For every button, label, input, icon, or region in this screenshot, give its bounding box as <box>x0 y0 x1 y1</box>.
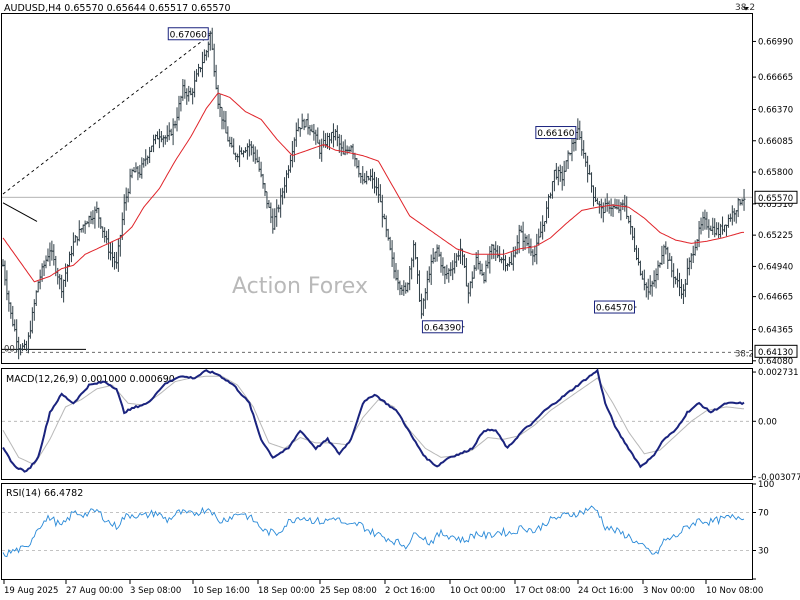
svg-text:0.67060: 0.67060 <box>170 30 207 40</box>
price-bars <box>1 27 746 360</box>
macd-tick-label: -0.003077 <box>758 473 800 483</box>
time-tick-label: 24 Oct 16:00 <box>578 586 633 596</box>
time-tick-label: 17 Oct 08:00 <box>515 586 570 596</box>
price-tick-label: 0.65800 <box>758 168 793 178</box>
panel-collapse-icon[interactable] <box>743 7 749 11</box>
fib-bottom-label: 38.2 <box>735 349 754 359</box>
svg-text:0.65570: 0.65570 <box>758 194 793 204</box>
price-tick-label: 0.64365 <box>758 326 793 336</box>
macd-tick-label: 0.002731 <box>758 368 799 378</box>
trend-line-short <box>2 202 38 222</box>
price-annotation: 0.64570 <box>594 300 637 314</box>
price-annotation: 0.66160 <box>535 126 578 140</box>
svg-text:0.64130: 0.64130 <box>758 348 793 358</box>
rsi-tick-label: 70 <box>758 509 769 519</box>
price-tick-label: 0.66990 <box>758 37 793 47</box>
time-tick-label: 27 Aug 00:00 <box>66 586 123 596</box>
fib-price-tag: 0.64130 <box>754 344 798 358</box>
svg-text:0.66160: 0.66160 <box>537 129 574 139</box>
rsi-title: RSI(14) 66.4782 <box>6 488 83 499</box>
price-annotation: 0.67060 <box>167 27 211 40</box>
macd-tick-label: 0.00 <box>758 417 777 427</box>
rsi-tick-label: 30 <box>758 547 769 557</box>
rsi-tick-label: 100 <box>758 480 774 490</box>
time-tick-label: 10 Sep 16:00 <box>193 586 250 596</box>
price-tick-label: 0.64940 <box>758 262 793 272</box>
time-axis: 19 Aug 2025 27 Aug 00:00 3 Sep 08:00 10 Sep… <box>3 580 763 596</box>
time-tick-label: 2 Oct 16:00 <box>385 586 435 596</box>
price-tick-label: 0.64080 <box>758 357 793 367</box>
macd-lines <box>2 368 752 473</box>
moving-average-line <box>2 92 744 283</box>
time-tick-label: 25 Sep 08:00 <box>320 586 377 596</box>
price-annotation: 0.64390 <box>421 320 465 334</box>
time-tick-label: 3 Sep 08:00 <box>130 586 181 596</box>
chart-title: AUDUSD,H4 0.65570 0.65644 0.65517 0.6557… <box>4 3 231 14</box>
time-tick-label: 10 Oct 00:00 <box>450 586 505 596</box>
rsi-series-line <box>2 505 745 558</box>
price-panel-frame <box>1 13 753 364</box>
price-bar <box>742 188 746 211</box>
price-tick-label: 0.65225 <box>758 231 793 241</box>
trend-line <box>2 34 211 195</box>
rsi-panel-frame <box>1 483 753 580</box>
rsi-axis: 100 70 30 <box>752 480 774 580</box>
price-tick-label: 0.64665 <box>758 293 793 303</box>
price-tick-label: 0.65510 <box>758 200 793 210</box>
current-price-tag: 0.65570 <box>754 190 798 204</box>
time-tick-label: 19 Aug 2025 <box>4 586 58 596</box>
fib-top-label: 38.2 <box>735 3 755 13</box>
svg-text:0.64390: 0.64390 <box>424 323 461 333</box>
macd-panel-frame <box>1 368 753 480</box>
macd-axis: 0.002731 0.00 -0.003077 <box>752 368 800 483</box>
price-tick-label: 0.66085 <box>758 137 793 147</box>
macd-main-line <box>2 368 745 473</box>
price-annotations: 0.67060 0.66160 0.64390 0.64570 <box>167 27 637 334</box>
fib-left-label: 00 <box>4 344 15 354</box>
time-tick-label: 3 Nov 00:00 <box>643 586 695 596</box>
watermark: Action Forex <box>232 274 368 299</box>
price-tick-label: 0.66370 <box>758 105 793 115</box>
macd-title: MACD(12,26,9) 0.001000 0.000690 <box>6 374 175 385</box>
rsi-line <box>2 505 752 558</box>
svg-text:0.64570: 0.64570 <box>596 304 633 314</box>
time-tick-label: 18 Sep 00:00 <box>258 586 315 596</box>
price-axis: 0.66990 0.66665 0.66370 0.66085 0.65800 0.655… <box>752 37 798 367</box>
time-tick-label: 10 Nov 08:00 <box>706 586 763 596</box>
price-tick-label: 0.66665 <box>758 73 793 83</box>
macd-signal-line <box>2 375 744 466</box>
